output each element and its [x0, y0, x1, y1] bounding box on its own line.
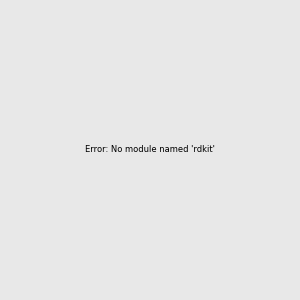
- Text: Error: No module named 'rdkit': Error: No module named 'rdkit': [85, 146, 215, 154]
